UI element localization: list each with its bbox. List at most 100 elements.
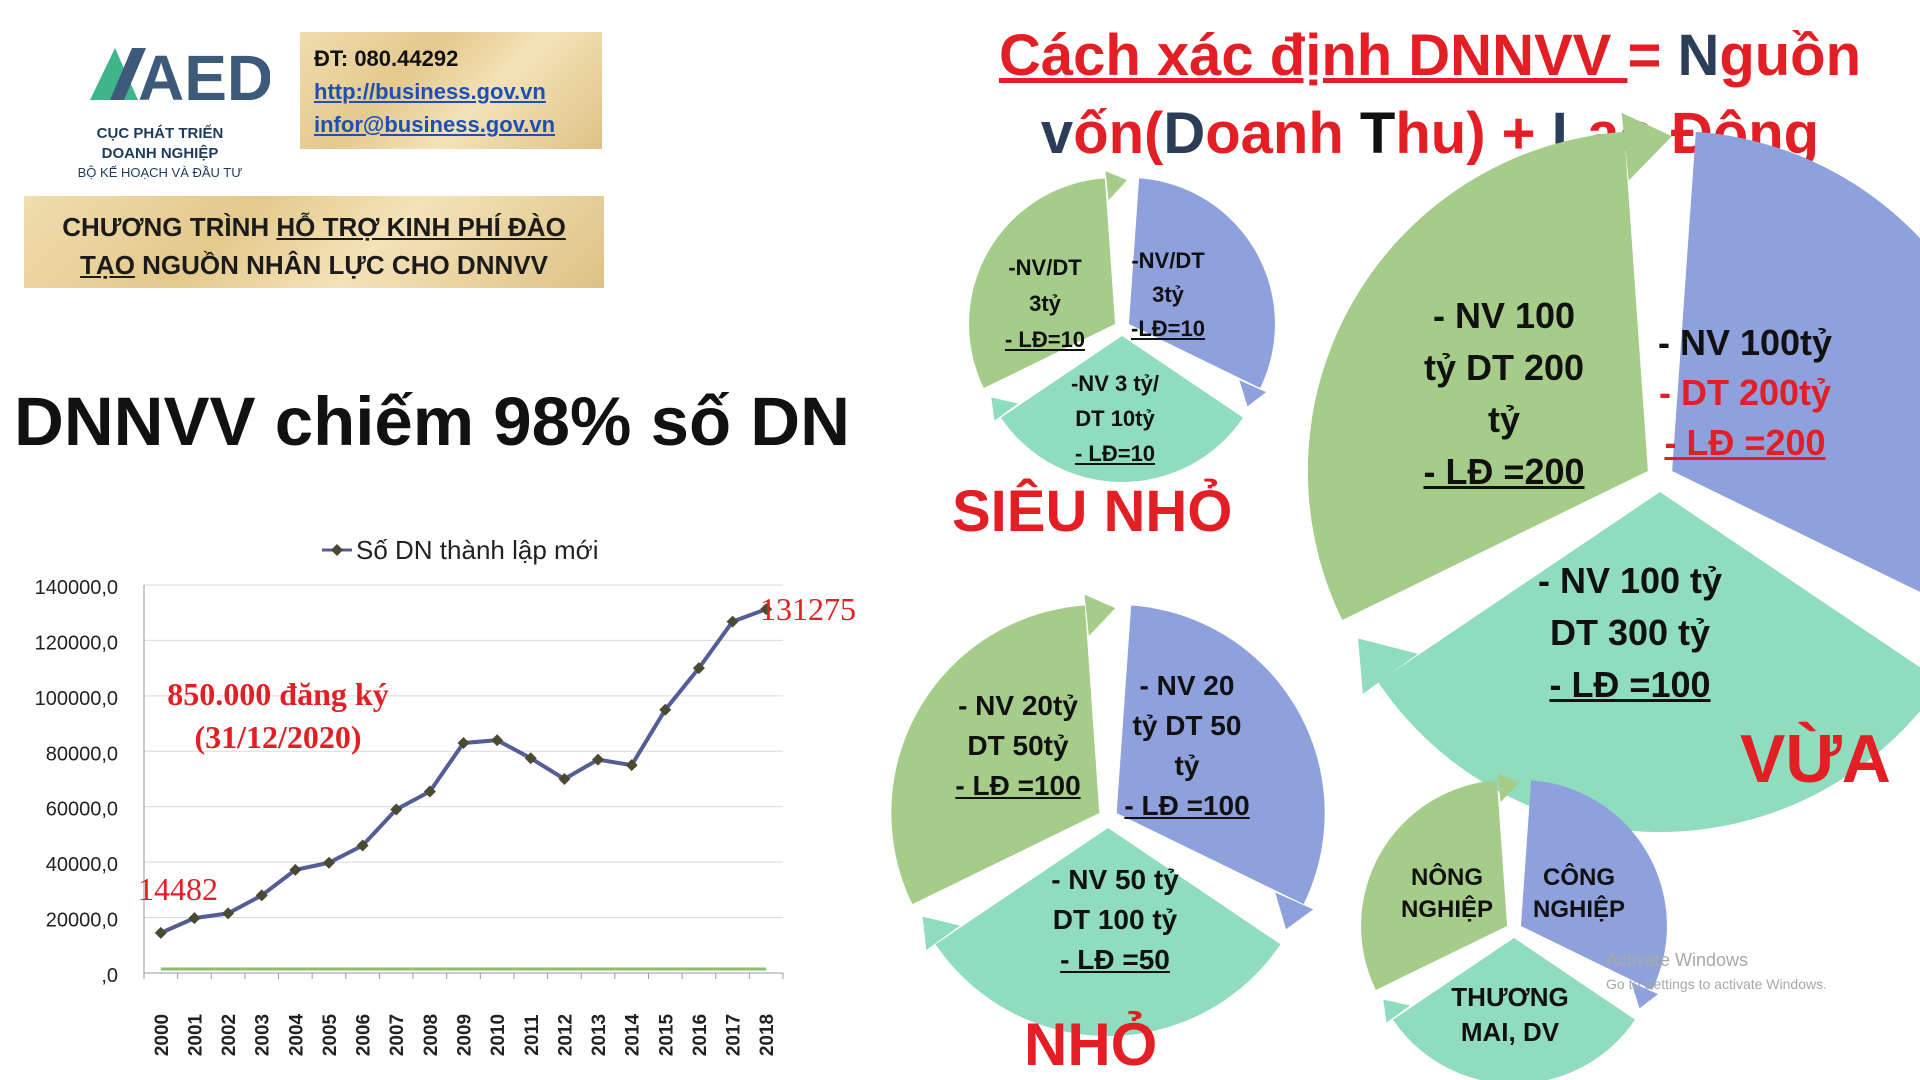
vua-right-text: - NV 100tỷ - DT 200tỷ - LĐ =200: [1657, 322, 1833, 463]
sectors-bottom-segment: [1392, 938, 1636, 1080]
sectors-left-segment: [1361, 780, 1508, 991]
annotation-date: (31/12/2020): [194, 719, 361, 755]
x-tick-label: 2002: [219, 1014, 240, 1056]
logo-name-line2: DOANH NGHIỆP: [101, 145, 219, 162]
nho-bottom-text: - NV 50 tỷ DT 100 tỷ - LĐ =50: [1051, 864, 1179, 975]
program-text-underlined: HỖ TRỢ KINH PHÍ ĐÀO TẠO: [80, 212, 566, 280]
contact-email-link[interactable]: infor@business.gov.vn: [314, 112, 556, 137]
x-tick-label: 2013: [589, 1014, 610, 1056]
chart-grid: [143, 584, 784, 979]
y-tick-label: 80000,0: [46, 743, 118, 765]
x-tick-label: 2011: [522, 1014, 543, 1056]
chart-series: [154, 603, 773, 971]
data-point: [558, 773, 571, 785]
data-point: [289, 863, 302, 876]
nho-right-text: - NV 20 tỷ DT 50 tỷ - LĐ =100: [1124, 670, 1250, 821]
x-tick-label: 2004: [286, 1013, 307, 1056]
nho-left-segment: [891, 605, 1100, 905]
nho-arrow-tip: [922, 916, 960, 951]
logo-ministry: BỘ KẾ HOẠCH VÀ ĐẦU TƯ: [77, 165, 243, 180]
nho-left-text: - NV 20tỷ DT 50tỷ - LĐ =100: [955, 690, 1081, 801]
program-text-3: NGUỒN NHÂN LỰC CHO DNNVV: [134, 250, 548, 280]
chart-x-ticks: 2000 2001 2002 2003 2004 2005 2006 2007 2008 2009…: [152, 1013, 778, 1056]
annotation-first-value: 14482: [138, 871, 218, 907]
y-tick-label: 100000,0: [35, 688, 118, 710]
contact-url-link[interactable]: http://business.gov.vn: [314, 79, 546, 104]
x-tick-label: 2007: [387, 1014, 408, 1056]
logo-name-line1: CỤC PHÁT TRIỂN: [96, 125, 224, 142]
windows-watermark-subtitle: Go to Settings to activate Windows.: [1606, 976, 1827, 992]
y-tick-label: 60000,0: [46, 799, 118, 821]
y-tick-label: 120000,0: [35, 632, 118, 654]
nho-bottom-segment: [935, 828, 1281, 1037]
legend-marker: [331, 544, 343, 556]
logo: AED CỤC PHÁT TRIỂN DOANH NGHIỆP BỘ KẾ HO…: [50, 30, 274, 190]
title-n2: guồn: [1719, 23, 1862, 88]
vua-right-segment: [1672, 131, 1920, 592]
chart-legend: Số DN thành lập mới: [322, 535, 599, 565]
data-point: [457, 736, 470, 749]
vua-left-segment: [1307, 131, 1648, 621]
sieu-nho-arrow-tip: [991, 397, 1019, 421]
x-tick-label: 2012: [555, 1014, 576, 1056]
category-vua: VỪA: [1740, 721, 1891, 797]
data-point: [524, 752, 537, 765]
title-eq: =: [1627, 23, 1678, 88]
sector-trade-text: THƯƠNG MAI, DV: [1451, 982, 1569, 1047]
sieu-nho-left-text: -NV/DT 3tỷ - LĐ=10: [1004, 255, 1086, 352]
y-tick-label: 140000,0: [35, 577, 118, 599]
title-t1: T: [1359, 101, 1396, 166]
y-tick-label: 40000,0: [46, 854, 118, 876]
sieu-nho-arrow-tip: [1239, 380, 1267, 407]
main-heading: DNNVV chiếm 98% số DN: [14, 383, 850, 460]
data-point: [692, 662, 705, 675]
sector-agriculture-text: NÔNG NGHIỆP: [1400, 864, 1493, 923]
x-tick-label: 2016: [690, 1014, 711, 1056]
x-tick-label: 2017: [724, 1014, 745, 1056]
sieu-nho-arrow-tip: [1105, 171, 1128, 201]
data-point: [659, 703, 672, 716]
line-chart: 140000,0 120000,0 100000,0 80000,0 60000,0 40…: [35, 535, 856, 1056]
logo-letters: AED: [138, 42, 270, 114]
x-tick-label: 2000: [152, 1014, 173, 1056]
program-text-1: CHƯƠNG TRÌNH: [62, 212, 277, 242]
sieu-nho-bottom-segment: [1000, 336, 1244, 482]
x-tick-label: 2003: [253, 1014, 274, 1056]
x-tick-label: 2008: [421, 1014, 442, 1056]
data-point: [154, 926, 167, 939]
legend-label: Số DN thành lập mới: [356, 535, 599, 565]
x-tick-label: 2005: [320, 1013, 341, 1056]
sieu-nho-right-text: -NV/DT 3tỷ -LĐ=10: [1131, 248, 1205, 341]
data-point: [255, 889, 268, 902]
x-tick-label: 2001: [185, 1013, 206, 1056]
x-tick-label: 2009: [455, 1014, 476, 1056]
data-point: [390, 803, 403, 816]
vua-left-text: - NV 100 tỷ DT 200 tỷ - LĐ =200: [1423, 295, 1585, 492]
sectors-right-segment: [1520, 780, 1667, 991]
nho-arrow-tip: [1084, 594, 1116, 636]
title-underlined: Cách xác định DNNVV: [998, 23, 1628, 88]
data-point: [726, 615, 739, 628]
y-tick-label: 20000,0: [46, 910, 118, 932]
data-point: [322, 856, 335, 869]
sectors-arrow-tip: [1497, 773, 1520, 803]
x-tick-label: 2014: [623, 1013, 644, 1056]
category-nho: NHỎ: [1024, 1011, 1158, 1078]
annotation-last-value: 131275: [760, 591, 856, 627]
category-sieu-nho: SIÊU NHỎ: [952, 479, 1233, 544]
logo-mark: AED: [90, 42, 273, 114]
data-point: [222, 907, 235, 920]
x-tick-label: 2010: [488, 1014, 509, 1056]
chart-y-ticks: 140000,0 120000,0 100000,0 80000,0 60000,0 40…: [35, 577, 118, 987]
contact-phone: ĐT: 080.44292: [314, 46, 459, 71]
vua-bottom-text: - NV 100 tỷ DT 300 tỷ - LĐ =100: [1537, 560, 1723, 705]
contact-box: ĐT: 080.44292 http://business.gov.vn inf…: [300, 32, 602, 149]
nho-right-segment: [1116, 605, 1325, 905]
data-point: [356, 839, 369, 852]
title-d1: D: [1163, 101, 1206, 166]
data-point: [188, 912, 201, 925]
title-v2: ốn(: [1073, 101, 1164, 166]
program-banner: CHƯƠNG TRÌNH HỖ TRỢ KINH PHÍ ĐÀO TẠO NGU…: [24, 196, 604, 288]
vua-arrow-tip: [1358, 638, 1418, 694]
